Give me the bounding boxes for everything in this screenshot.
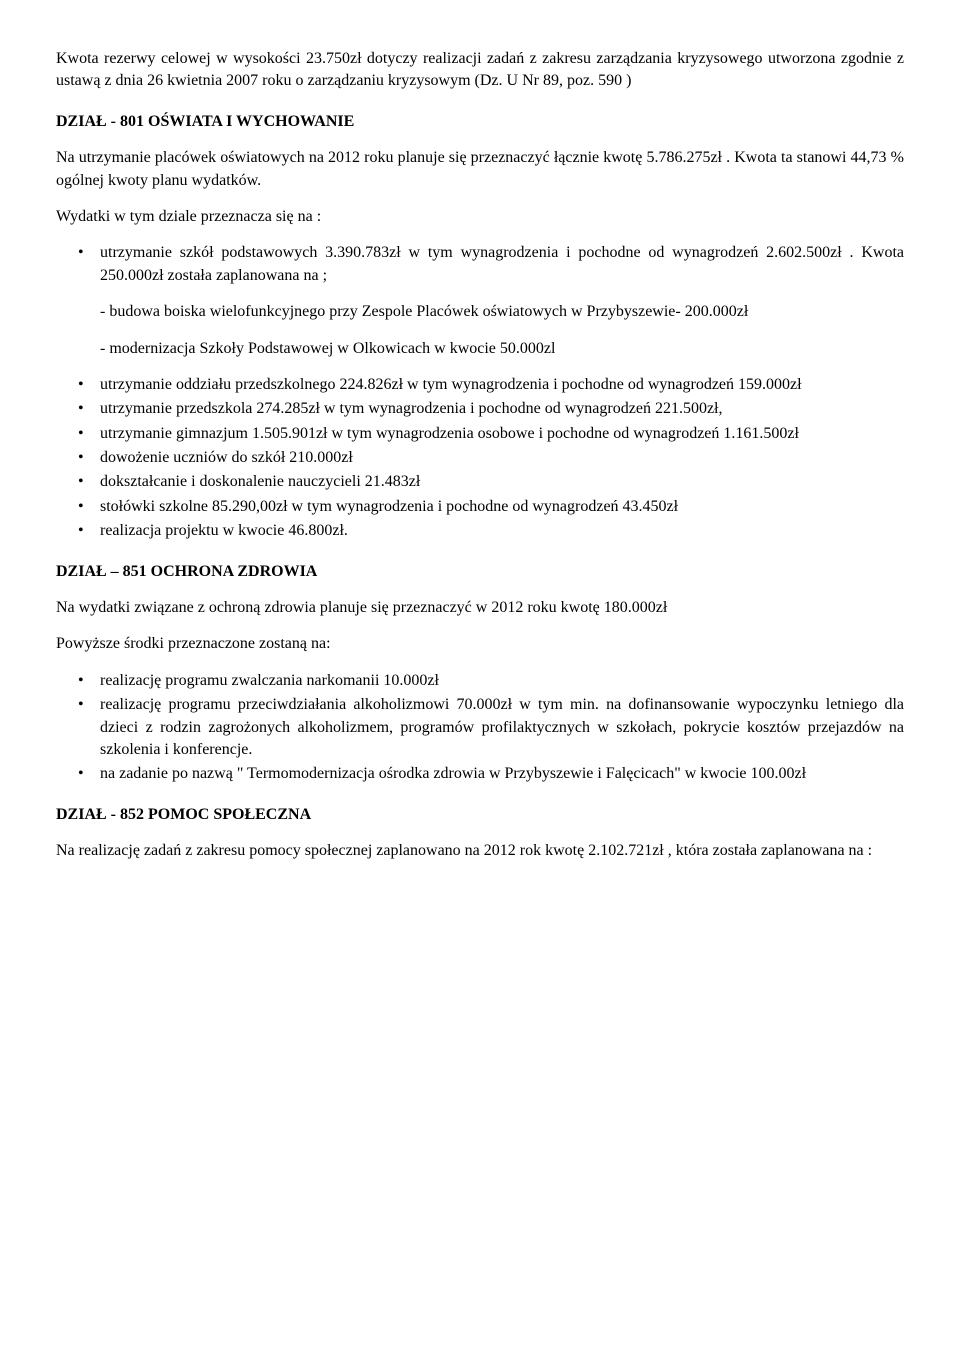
list-801-second: utrzymanie oddziału przedszkolnego 224.8…: [56, 374, 904, 543]
list-item: realizację programu przeciwdziałania alk…: [100, 694, 904, 761]
paragraph-801-expenses: Wydatki w tym dziale przeznacza się na :: [56, 206, 904, 228]
list-item: utrzymanie oddziału przedszkolnego 224.8…: [100, 374, 904, 396]
sub-item-boisko: - budowa boiska wielofunkcyjnego przy Ze…: [100, 301, 904, 323]
list-801-first: utrzymanie szkół podstawowych 3.390.783z…: [56, 242, 904, 287]
list-item: stołówki szkolne 85.290,00zł w tym wynag…: [100, 496, 904, 518]
paragraph-851-allocation: Powyższe środki przeznaczone zostaną na:: [56, 633, 904, 655]
paragraph-852-intro: Na realizację zadań z zakresu pomocy spo…: [56, 840, 904, 862]
list-item: na zadanie po nazwą " Termomodernizacja …: [100, 763, 904, 785]
sub-item-modernizacja: - modernizacja Szkoły Podstawowej w Olko…: [100, 338, 904, 360]
list-item: dokształcanie i doskonalenie nauczycieli…: [100, 471, 904, 493]
paragraph-reserve: Kwota rezerwy celowej w wysokości 23.750…: [56, 48, 904, 93]
list-item: dowożenie uczniów do szkół 210.000zł: [100, 447, 904, 469]
list-item: utrzymanie przedszkola 274.285zł w tym w…: [100, 398, 904, 420]
heading-dzial-852: DZIAŁ - 852 POMOC SPOŁECZNA: [56, 804, 904, 826]
paragraph-851-intro: Na wydatki związane z ochroną zdrowia pl…: [56, 597, 904, 619]
heading-dzial-801: DZIAŁ - 801 OŚWIATA I WYCHOWANIE: [56, 111, 904, 133]
list-item: utrzymanie gimnazjum 1.505.901zł w tym w…: [100, 423, 904, 445]
list-item: realizację programu zwalczania narkomani…: [100, 670, 904, 692]
list-851: realizację programu zwalczania narkomani…: [56, 670, 904, 786]
list-item: utrzymanie szkół podstawowych 3.390.783z…: [100, 242, 904, 287]
paragraph-801-intro: Na utrzymanie placówek oświatowych na 20…: [56, 147, 904, 192]
heading-dzial-851: DZIAŁ – 851 OCHRONA ZDROWIA: [56, 561, 904, 583]
list-item: realizacja projektu w kwocie 46.800zł.: [100, 520, 904, 542]
